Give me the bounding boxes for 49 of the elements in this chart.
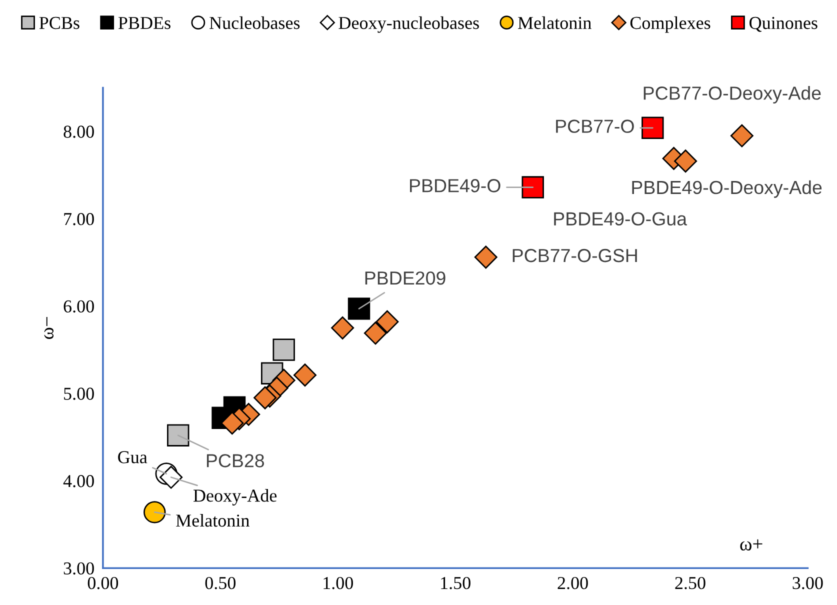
x-tick-label: 2.00 bbox=[558, 576, 588, 590]
annotation: Gua bbox=[118, 451, 148, 464]
point bbox=[522, 176, 544, 198]
point bbox=[144, 501, 166, 524]
y-tick-label: 3.00 bbox=[64, 562, 94, 575]
annotation: PCB28 bbox=[206, 454, 264, 468]
y-tick-label: 8.00 bbox=[64, 126, 94, 138]
point bbox=[730, 124, 754, 148]
legend-label: Melatonin bbox=[518, 16, 592, 30]
y-tick-label: 7.00 bbox=[64, 212, 94, 226]
point bbox=[474, 246, 498, 269]
annotation: PBDE49-O-Gua bbox=[554, 212, 688, 226]
point bbox=[376, 310, 399, 334]
legend-label: PBDEs bbox=[118, 17, 170, 30]
legend-label: Deoxy-nucleobases bbox=[338, 16, 479, 33]
x-tick-label: 1.00 bbox=[324, 576, 353, 590]
annotation: PCB77-O-Deoxy-Ade bbox=[644, 86, 821, 104]
annotation: Deoxy-Ade bbox=[193, 489, 277, 506]
x-tick-label: 0.00 bbox=[88, 576, 118, 590]
annotation: PBDE209 bbox=[365, 271, 446, 285]
x-tick-label: 0.50 bbox=[205, 576, 236, 590]
annotation: PCB77-O bbox=[556, 120, 634, 133]
point bbox=[348, 298, 370, 320]
annotation: PCB77-O-GSH bbox=[512, 248, 637, 262]
x-tick-label: 1.50 bbox=[441, 576, 470, 590]
annotation: Melatonin bbox=[176, 514, 250, 527]
point bbox=[272, 338, 295, 361]
point bbox=[364, 322, 387, 345]
point bbox=[331, 316, 354, 340]
point bbox=[220, 412, 244, 435]
point bbox=[254, 386, 277, 410]
point bbox=[293, 364, 316, 387]
point bbox=[674, 150, 698, 173]
y-tick-label: 6.00 bbox=[64, 300, 94, 313]
y-axis-title: ω− bbox=[44, 316, 54, 340]
y-tick-label: 5.00 bbox=[64, 388, 94, 400]
point bbox=[160, 466, 183, 489]
point bbox=[642, 116, 664, 140]
x-axis-title: ω+ bbox=[740, 539, 762, 551]
x-tick-label: 3.00 bbox=[792, 576, 823, 590]
point bbox=[167, 424, 190, 446]
annotation: PBDE49-O bbox=[410, 179, 500, 192]
annotation: PBDE49-O-Deoxy-Ade bbox=[632, 180, 822, 198]
y-tick-label: 4.00 bbox=[63, 475, 94, 488]
legend-label: Complexes bbox=[630, 16, 710, 33]
legend-label: Quinones bbox=[750, 16, 818, 32]
legend-label: Nucleobases bbox=[210, 16, 300, 30]
legend-label: PCBs bbox=[39, 16, 80, 30]
x-tick-label: 2.50 bbox=[675, 576, 706, 590]
